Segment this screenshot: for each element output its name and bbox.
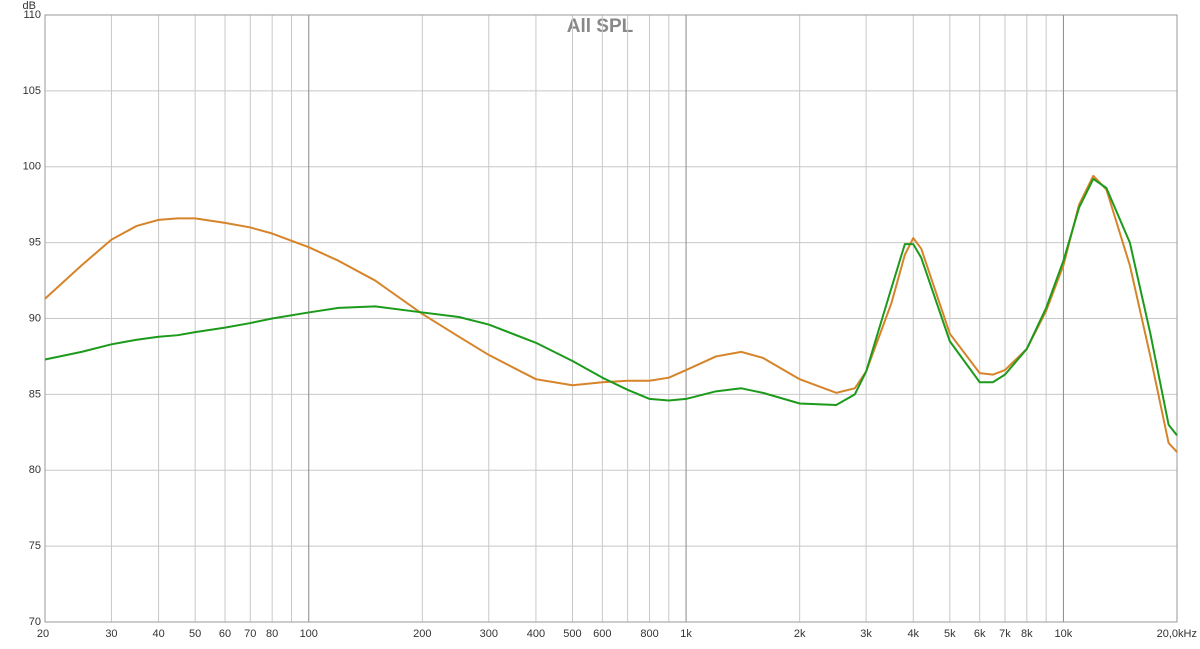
x-tick-label: 200 (413, 628, 431, 640)
x-tick-label: 70 (244, 628, 256, 640)
x-tick-label: 4k (907, 628, 919, 640)
x-tick-label: 20,0kHz (1157, 628, 1197, 640)
y-tick-label: 85 (29, 388, 41, 400)
x-tick-label: 400 (527, 628, 545, 640)
y-tick-label: 105 (23, 85, 41, 97)
x-tick-label: 100 (300, 628, 318, 640)
x-tick-label: 80 (266, 628, 278, 640)
x-tick-label: 5k (944, 628, 956, 640)
x-tick-label: 7k (999, 628, 1011, 640)
x-tick-label: 3k (860, 628, 872, 640)
x-tick-label: 20 (37, 628, 49, 640)
x-tick-label: 10k (1055, 628, 1073, 640)
x-tick-label: 300 (480, 628, 498, 640)
series-line (44, 177, 1178, 436)
x-tick-label: 6k (974, 628, 986, 640)
x-tick-label: 30 (105, 628, 117, 640)
x-tick-label: 500 (563, 628, 581, 640)
x-tick-label: 60 (219, 628, 231, 640)
x-tick-label: 50 (189, 628, 201, 640)
y-tick-label: 75 (29, 540, 41, 552)
y-tick-label: 90 (29, 312, 41, 324)
y-axis-label: dB (23, 0, 36, 12)
x-tick-label: 600 (593, 628, 611, 640)
chart-title: All SPL (567, 16, 634, 37)
y-tick-label: 110 (23, 9, 41, 21)
x-tick-label: 40 (152, 628, 164, 640)
y-tick-label: 95 (29, 237, 41, 249)
x-tick-label: 800 (640, 628, 658, 640)
y-tick-label: 100 (23, 161, 41, 173)
y-tick-label: 80 (29, 464, 41, 476)
series-line (44, 174, 1178, 453)
plot-frame (44, 14, 1178, 623)
x-tick-label: 1k (680, 628, 692, 640)
x-tick-label: 2k (794, 628, 806, 640)
y-tick-label: 70 (29, 616, 41, 628)
x-tick-label: 8k (1021, 628, 1033, 640)
